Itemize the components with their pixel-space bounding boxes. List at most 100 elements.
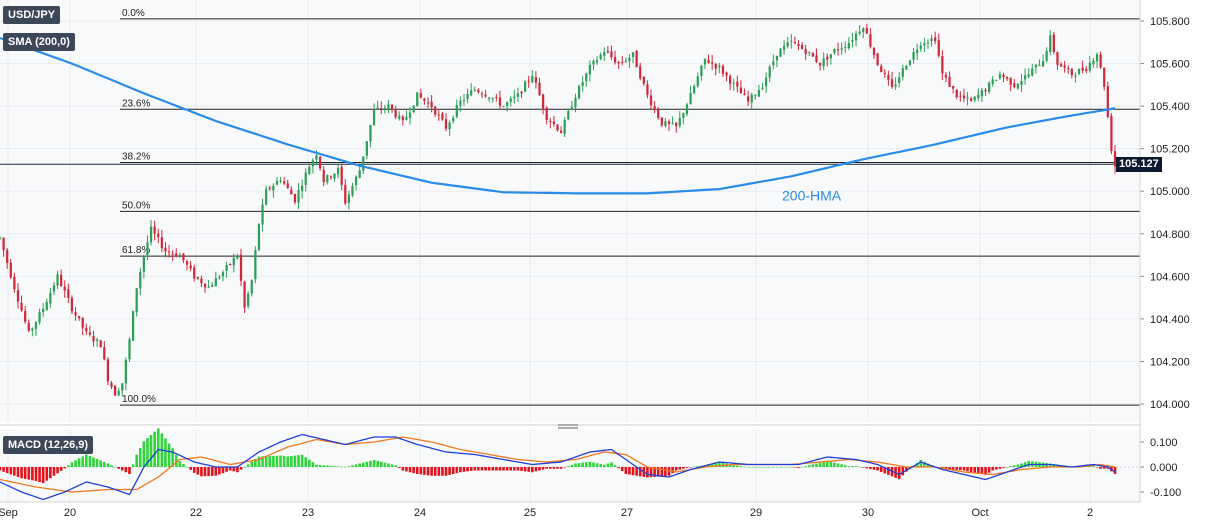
macd-histogram-bar <box>200 467 203 477</box>
candle-body <box>466 93 469 99</box>
macd-histogram-bar <box>563 467 566 468</box>
y-tick-label: 104.800 <box>1150 229 1190 241</box>
macd-histogram-bar <box>671 467 674 474</box>
macd-histogram-bar <box>509 467 513 471</box>
candle-body <box>117 390 120 396</box>
candle-body <box>1070 68 1073 76</box>
candle-body <box>24 310 27 322</box>
macd-histogram-bar <box>516 467 520 471</box>
candle-body <box>318 156 322 169</box>
macd-histogram-bar <box>772 467 775 468</box>
candle-body <box>804 49 807 54</box>
macd-histogram-bar <box>588 461 592 467</box>
candle-body <box>164 247 167 252</box>
candle-body <box>297 190 300 203</box>
candle-body <box>822 58 825 67</box>
candle-body <box>829 54 832 59</box>
macd-histogram-bar <box>923 461 926 467</box>
macd-histogram-bar <box>520 467 523 471</box>
candle-body <box>811 53 814 57</box>
candle-body <box>70 297 74 312</box>
candle-body <box>538 82 541 96</box>
candle-body <box>793 42 797 44</box>
macd-histogram-bar <box>915 462 919 467</box>
candle-body <box>480 93 484 95</box>
candle-body <box>700 65 703 76</box>
macd-histogram-bar <box>1092 465 1095 467</box>
candle-body <box>495 96 498 98</box>
macd-histogram-bar <box>192 467 196 473</box>
macd-histogram-bar <box>1016 464 1020 467</box>
candle-body <box>815 55 818 63</box>
candle-body <box>441 113 444 120</box>
candle-body <box>290 189 293 195</box>
candle-body <box>283 181 286 184</box>
macd-histogram-bar <box>322 465 326 467</box>
fib-level-label: 0.0% <box>122 8 145 19</box>
candle-body <box>1045 50 1048 61</box>
fib-level-label: 61.8% <box>122 245 150 256</box>
macd-histogram-bar <box>962 467 966 471</box>
macd-histogram-bar <box>1009 466 1012 467</box>
candle-body <box>898 77 901 84</box>
macd-histogram-bar <box>293 455 297 467</box>
candle-body <box>229 263 232 265</box>
macd-histogram-bar <box>1002 467 1005 468</box>
macd-histogram-bar <box>218 467 221 475</box>
candle-body <box>934 37 937 42</box>
candle-body <box>926 42 930 44</box>
macd-histogram-bar <box>775 467 779 468</box>
macd-histogram-bar <box>660 467 664 477</box>
symbol-label[interactable]: USD/JPY <box>3 6 61 24</box>
macd-histogram-bar <box>879 467 883 472</box>
macd-histogram-bar <box>275 455 279 467</box>
candle-body <box>703 58 707 65</box>
candle-body <box>275 180 279 185</box>
macd-label[interactable]: MACD (12,26,9) <box>3 436 94 454</box>
macd-histogram-bar <box>131 464 135 467</box>
indicator-label[interactable]: SMA (200,0) <box>3 33 75 51</box>
macd-histogram-bar <box>736 465 739 467</box>
macd-histogram-bar <box>99 460 103 467</box>
candle-body <box>671 123 674 125</box>
candle-body <box>786 42 789 47</box>
candle-body <box>207 286 210 288</box>
macd-histogram-bar <box>279 455 282 467</box>
macd-histogram-bar <box>628 467 631 475</box>
candle-body <box>869 34 872 47</box>
candle-body <box>747 96 750 102</box>
candle-body <box>552 121 556 125</box>
macd-histogram-bar <box>653 467 656 477</box>
macd-histogram-bar <box>318 464 322 467</box>
macd-histogram-bar <box>883 467 887 474</box>
candle-body <box>167 251 171 253</box>
macd-histogram-bar <box>743 466 746 468</box>
macd-histogram-bar <box>664 467 667 477</box>
macd-histogram-bar <box>286 456 290 467</box>
candle-body <box>581 82 584 86</box>
macd-histogram-bar <box>836 463 840 467</box>
candle-body <box>1113 151 1117 167</box>
candle-body <box>567 111 570 120</box>
macd-histogram-bar <box>433 467 437 476</box>
candle-body <box>265 188 268 205</box>
candle-body <box>45 302 48 311</box>
candle-body <box>354 176 358 186</box>
macd-histogram-bar <box>437 467 441 476</box>
candle-body <box>872 47 876 56</box>
macd-y-tick-label: -0.100 <box>1150 487 1181 499</box>
macd-histogram-bar <box>638 467 642 477</box>
candle-body <box>13 276 16 290</box>
candle-body <box>304 172 307 185</box>
macd-histogram-bar <box>426 467 430 476</box>
candle-body <box>502 106 505 108</box>
macd-histogram-bar <box>156 428 160 467</box>
macd-histogram-bar <box>178 461 182 467</box>
macd-histogram-bar <box>552 467 556 469</box>
drag-handle-icon[interactable] <box>558 424 578 429</box>
candle-body <box>27 322 30 331</box>
candle-body <box>380 108 383 110</box>
macd-histogram-bar <box>545 467 549 469</box>
candle-body <box>92 336 95 342</box>
x-tick-label: 23 <box>302 507 314 519</box>
